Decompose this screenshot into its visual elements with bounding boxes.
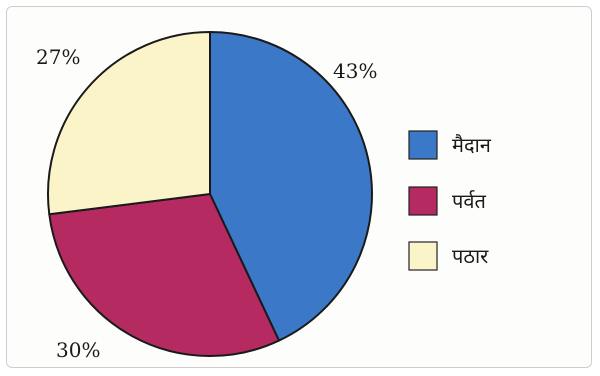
legend: मैदान पर्वत पठार — [408, 130, 492, 271]
legend-swatch-mountain — [408, 186, 438, 216]
legend-label-plateau: पठार — [452, 244, 489, 268]
pie-slice-plain — [209, 31, 373, 342]
legend-swatch-plateau — [408, 241, 438, 271]
slice-label-plateau: 27% — [36, 45, 80, 69]
pie-slice-plateau — [47, 31, 211, 216]
slice-label-plain: 43% — [333, 59, 377, 83]
legend-label-mountain: पर्वत — [452, 189, 486, 213]
pie-slice-mountain — [48, 193, 280, 357]
slice-label-mountain: 30% — [56, 338, 100, 362]
legend-label-plain: मैदान — [452, 133, 492, 157]
legend-swatch-plain — [408, 130, 438, 160]
pie-slices — [47, 31, 373, 357]
